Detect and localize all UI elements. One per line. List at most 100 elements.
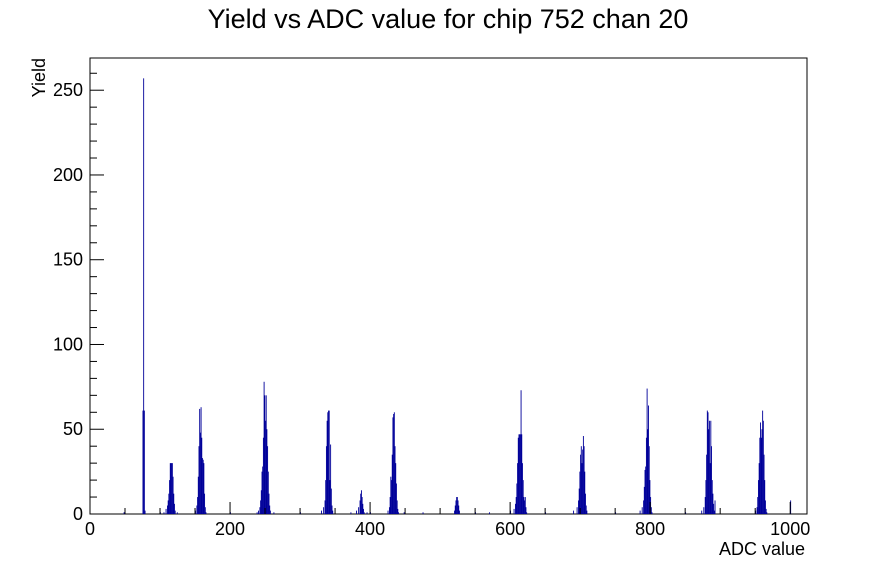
histogram-bar bbox=[269, 505, 271, 514]
histogram-bar bbox=[762, 410, 764, 514]
histogram-bar bbox=[392, 417, 394, 514]
histogram-bar bbox=[578, 500, 579, 514]
histogram-bar bbox=[639, 510, 641, 514]
histogram-bar bbox=[454, 505, 456, 514]
histogram-bar bbox=[259, 507, 261, 514]
histogram-bar bbox=[326, 420, 328, 514]
histogram-bar bbox=[397, 508, 399, 514]
histogram-bar bbox=[198, 446, 200, 514]
histogram-bar bbox=[262, 437, 264, 514]
histogram-bar bbox=[167, 500, 169, 514]
histogram-bar bbox=[329, 480, 331, 514]
histogram-bar bbox=[762, 420, 764, 514]
histogram-bar bbox=[708, 429, 710, 514]
histogram-bar bbox=[260, 490, 262, 514]
histogram-bar bbox=[647, 429, 649, 514]
histogram-bar bbox=[707, 412, 709, 514]
histogram-bar bbox=[764, 480, 766, 514]
histogram-bar bbox=[760, 437, 762, 514]
histogram-bar bbox=[650, 507, 652, 514]
histogram-bar bbox=[398, 512, 399, 514]
histogram-bar bbox=[515, 497, 517, 514]
histogram-bar bbox=[759, 437, 761, 514]
histogram-bar bbox=[197, 497, 199, 514]
histogram-bar bbox=[521, 434, 523, 514]
histogram-bar bbox=[268, 493, 270, 514]
histogram-bar bbox=[513, 508, 515, 514]
histogram-bar bbox=[704, 497, 706, 514]
histogram-bar bbox=[582, 449, 584, 514]
histogram-bar bbox=[701, 510, 703, 514]
histogram-bar bbox=[711, 446, 712, 514]
histogram-bar bbox=[760, 422, 761, 514]
histogram-bar bbox=[524, 500, 526, 514]
histogram-bar bbox=[261, 471, 263, 514]
histogram-bar bbox=[710, 420, 712, 514]
histogram-bar bbox=[142, 410, 144, 514]
histogram-bar bbox=[167, 505, 168, 514]
histogram-bar bbox=[393, 412, 395, 514]
x-tick-label: 0 bbox=[85, 519, 95, 539]
histogram-bar bbox=[703, 507, 705, 514]
histogram-bar bbox=[363, 508, 364, 514]
histogram-bar bbox=[641, 507, 643, 514]
histogram-bar bbox=[456, 497, 458, 514]
histogram-bar bbox=[516, 483, 518, 514]
histogram-bar bbox=[169, 463, 171, 514]
histogram-bar bbox=[579, 471, 581, 514]
histogram-bar bbox=[648, 405, 649, 514]
x-tick-label: 200 bbox=[215, 519, 245, 539]
histogram-bar bbox=[761, 429, 763, 514]
histogram-bar bbox=[706, 410, 708, 514]
histogram-bar bbox=[519, 434, 521, 514]
histogram-bar bbox=[359, 500, 361, 514]
histogram-bar bbox=[583, 446, 585, 514]
histogram-bar bbox=[201, 437, 203, 514]
histogram-bar bbox=[651, 512, 653, 514]
histogram-bar bbox=[712, 493, 714, 514]
histogram-bar bbox=[267, 471, 269, 514]
histogram-bar bbox=[200, 407, 202, 514]
histogram-bar bbox=[524, 497, 526, 514]
x-tick-label: 1000 bbox=[770, 519, 810, 539]
x-tick-label: 800 bbox=[635, 519, 665, 539]
histogram-bar bbox=[203, 463, 205, 514]
histogram-bar bbox=[324, 500, 326, 514]
histogram-bar bbox=[172, 476, 174, 514]
histogram-bar bbox=[358, 507, 360, 514]
histogram-bar bbox=[331, 505, 333, 514]
histogram-bar bbox=[422, 512, 424, 514]
y-axis-label: Yield bbox=[29, 58, 49, 97]
histogram-bar bbox=[525, 507, 527, 514]
y-tick-label: 100 bbox=[53, 334, 83, 354]
histogram-bar bbox=[522, 463, 523, 514]
histogram-bar bbox=[457, 500, 459, 514]
histogram-bar bbox=[328, 410, 329, 514]
histogram-bar bbox=[758, 463, 760, 514]
histogram-bar bbox=[458, 505, 460, 514]
histogram-bar bbox=[573, 510, 575, 514]
histogram-bar bbox=[584, 471, 586, 514]
histogram-bar bbox=[388, 507, 390, 514]
histogram-bar bbox=[706, 454, 708, 514]
histogram-bar bbox=[757, 480, 759, 514]
histogram-bar bbox=[260, 500, 262, 514]
histogram-bars bbox=[123, 78, 792, 514]
histogram-bar bbox=[713, 503, 715, 514]
histogram-bar bbox=[390, 476, 392, 514]
histogram-bar bbox=[522, 480, 524, 514]
histogram-bar bbox=[269, 510, 271, 514]
histogram-bar bbox=[328, 410, 330, 514]
histogram-bar bbox=[204, 493, 206, 514]
histogram-bar bbox=[523, 497, 525, 514]
histogram-bar bbox=[168, 493, 170, 514]
histogram-bar bbox=[171, 463, 173, 514]
y-tick-label: 0 bbox=[73, 504, 83, 524]
histogram-bar bbox=[580, 454, 582, 514]
histogram-bar bbox=[582, 436, 584, 514]
histogram-bar bbox=[350, 512, 352, 514]
histogram-bar bbox=[646, 388, 648, 514]
histogram-bar bbox=[645, 466, 647, 514]
histogram-bar bbox=[756, 507, 758, 514]
histogram-bar bbox=[330, 444, 332, 514]
